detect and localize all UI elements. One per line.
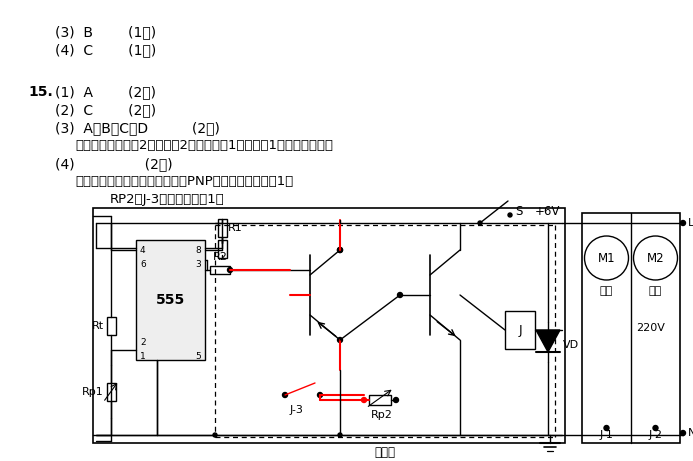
Bar [136, 240, 205, 360]
Bar [107, 317, 116, 335]
Polygon shape [536, 330, 560, 352]
Text: (3)  B        (1分): (3) B (1分) [55, 25, 156, 39]
Text: 8: 8 [195, 246, 201, 255]
Text: 5: 5 [195, 352, 201, 361]
Text: Rp2: Rp2 [371, 410, 393, 420]
Text: S: S [515, 205, 523, 218]
Text: VD: VD [563, 340, 579, 350]
Ellipse shape [337, 248, 342, 253]
Ellipse shape [337, 248, 342, 253]
Text: M2: M2 [647, 252, 665, 265]
Text: 虚线框: 虚线框 [374, 446, 396, 459]
Ellipse shape [362, 397, 367, 402]
Text: R2: R2 [213, 252, 227, 262]
Text: 水泵: 水泵 [649, 286, 662, 296]
Text: 评分标准：选择正确的三极管（PNP型）且连接正确得1分: 评分标准：选择正确的三极管（PNP型）且连接正确得1分 [75, 175, 293, 188]
Text: 555: 555 [156, 293, 185, 307]
Bar [369, 395, 391, 405]
Ellipse shape [478, 221, 482, 225]
Bar [93, 208, 565, 443]
Text: 4: 4 [140, 246, 146, 255]
Ellipse shape [337, 337, 342, 343]
Ellipse shape [317, 392, 322, 397]
Text: J-3: J-3 [290, 405, 304, 415]
Ellipse shape [394, 397, 398, 402]
Text: 2: 2 [140, 338, 146, 347]
Ellipse shape [681, 220, 685, 225]
Ellipse shape [213, 433, 217, 437]
Text: M1: M1 [597, 252, 615, 265]
Text: (4)  C        (1分): (4) C (1分) [55, 43, 156, 57]
Text: Rp1: Rp1 [82, 386, 104, 396]
Text: 6: 6 [140, 260, 146, 269]
Ellipse shape [338, 433, 342, 437]
Ellipse shape [653, 426, 658, 431]
Text: N: N [688, 428, 693, 438]
Text: 220V: 220V [636, 323, 665, 333]
Text: 15.: 15. [28, 85, 53, 99]
Text: R1: R1 [228, 223, 243, 233]
Text: J-2: J-2 [649, 430, 663, 440]
Text: 风机: 风机 [600, 286, 613, 296]
Text: Rt: Rt [92, 320, 104, 331]
Ellipse shape [508, 213, 512, 217]
Ellipse shape [398, 292, 403, 297]
Text: L: L [688, 218, 693, 228]
Text: (4)                (2分): (4) (2分) [55, 157, 173, 171]
Text: +6V: +6V [535, 205, 561, 218]
Ellipse shape [681, 431, 685, 436]
Text: (2)  C        (2分): (2) C (2分) [55, 103, 156, 117]
Ellipse shape [227, 267, 232, 272]
Bar [582, 213, 680, 443]
Text: 1: 1 [140, 352, 146, 361]
Text: (3)  A、B、C、D          (2分): (3) A、B、C、D (2分) [55, 121, 220, 135]
Ellipse shape [604, 426, 609, 431]
Ellipse shape [283, 392, 288, 397]
Text: 3: 3 [195, 260, 201, 269]
Text: J: J [518, 324, 522, 337]
Text: (1)  A        (2分): (1) A (2分) [55, 85, 156, 99]
Text: 评分标准：全对得2分，选对2个及以上得1分，选择1个或错选不得分: 评分标准：全对得2分，选对2个及以上得1分，选择1个或错选不得分 [75, 139, 333, 152]
Bar [218, 219, 227, 237]
Bar [210, 266, 230, 274]
Bar [107, 383, 116, 401]
Text: RP2和J-3都连接正确得1分: RP2和J-3都连接正确得1分 [110, 193, 225, 206]
Bar [218, 240, 227, 258]
Text: J-1: J-1 [599, 430, 613, 440]
Bar [505, 311, 535, 349]
